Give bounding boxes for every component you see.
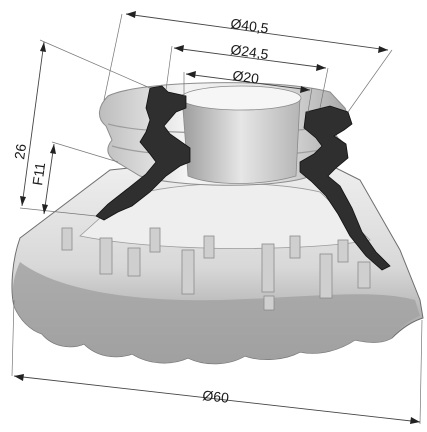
- bore-opening: [180, 85, 302, 111]
- label-d-outer-top: Ø40,5: [230, 15, 270, 36]
- label-d-mid-top: Ø24,5: [230, 41, 270, 62]
- dim-d-base: [11, 299, 423, 425]
- cup-body: [11, 82, 424, 365]
- section-cut-right: [299, 105, 391, 271]
- label-d-inner-top: Ø20: [232, 67, 261, 87]
- dim-height-total: [19, 39, 151, 217]
- section-cut: [95, 85, 391, 271]
- dim-d-inner-top: [183, 71, 313, 113]
- label-height-total: 26: [11, 143, 29, 161]
- dim-d-outer-top: [103, 11, 393, 113]
- section-cut-left: [95, 85, 191, 221]
- label-d-base: Ø60: [202, 387, 230, 406]
- skirt-underside: [12, 262, 420, 364]
- dim-height-fitting: [42, 141, 119, 215]
- label-height-fitting: F11: [29, 161, 48, 186]
- dim-d-mid-top: [165, 45, 329, 109]
- inner-ribs: [61, 227, 371, 311]
